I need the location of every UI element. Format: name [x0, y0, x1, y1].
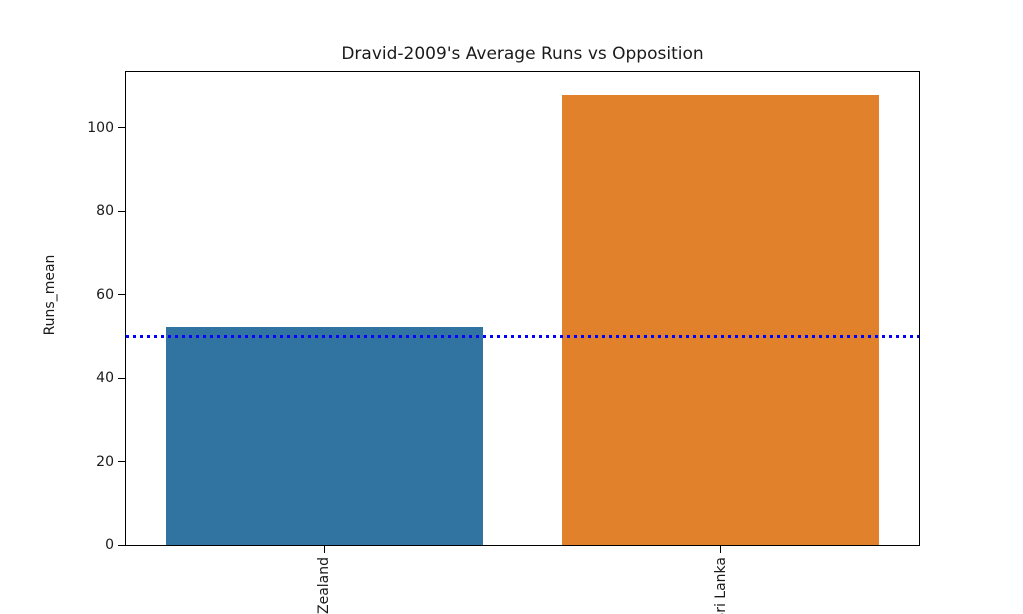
x-tick-mark [323, 546, 325, 553]
y-tick-label: 40 [96, 370, 114, 387]
x-tick-label-new-zealand: New Zealand [316, 557, 333, 614]
x-tick-label-sri-lanka: Sri Lanka [712, 557, 729, 614]
bar-sri-lanka [562, 95, 880, 545]
y-tick-mark [118, 210, 125, 212]
y-tick-mark [118, 544, 125, 546]
y-tick-mark [118, 461, 125, 463]
y-axis-label: Runs_mean [42, 254, 58, 336]
y-tick-label: 20 [96, 453, 114, 470]
reference-line [126, 335, 919, 338]
bar-new-zealand [165, 327, 483, 545]
y-tick-mark [118, 294, 125, 296]
chart-title: Dravid-2009's Average Runs vs Opposition [341, 44, 704, 64]
y-tick-label: 100 [87, 119, 114, 136]
y-tick-mark [118, 377, 125, 379]
y-tick-label: 60 [96, 286, 114, 303]
y-tick-label: 0 [105, 537, 114, 553]
y-tick-label: 80 [96, 203, 114, 220]
y-tick-mark [118, 127, 125, 129]
x-tick-mark [720, 546, 722, 553]
plot-area [125, 71, 920, 546]
